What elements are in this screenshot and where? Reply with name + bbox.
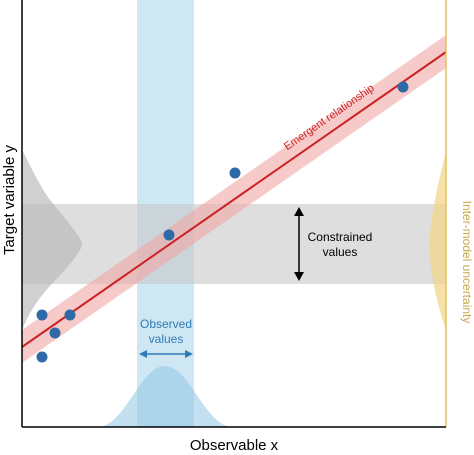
data-point: [163, 229, 175, 241]
prior-distribution: [22, 150, 82, 330]
y-axis-label: Target variable y: [1, 144, 18, 255]
constrained-values-label-2: values: [323, 245, 358, 259]
observed-values-label: Observed: [140, 317, 192, 331]
data-point: [229, 167, 241, 179]
observed-values-label-2: values: [149, 332, 184, 346]
data-point: [64, 309, 76, 321]
inter-model-distribution: [429, 150, 446, 330]
constrained-band: [22, 204, 446, 284]
observation-distribution: [97, 366, 233, 427]
constrained-values-label: Constrained: [308, 230, 373, 244]
emergent-relationship-line: [21, 51, 447, 348]
data-point: [36, 309, 48, 321]
observed-arrow-head-right: [185, 350, 193, 358]
constrained-arrow-head-bottom: [294, 272, 304, 281]
data-point: [36, 351, 48, 363]
constrained-arrow-head-top: [294, 207, 304, 216]
data-point: [49, 327, 61, 339]
x-axis-label: Observable x: [190, 437, 279, 454]
inter-model-uncertainty-label: Inter-model uncertainty: [460, 201, 474, 324]
observed-arrow-head-left: [139, 350, 147, 358]
data-point: [397, 81, 409, 93]
